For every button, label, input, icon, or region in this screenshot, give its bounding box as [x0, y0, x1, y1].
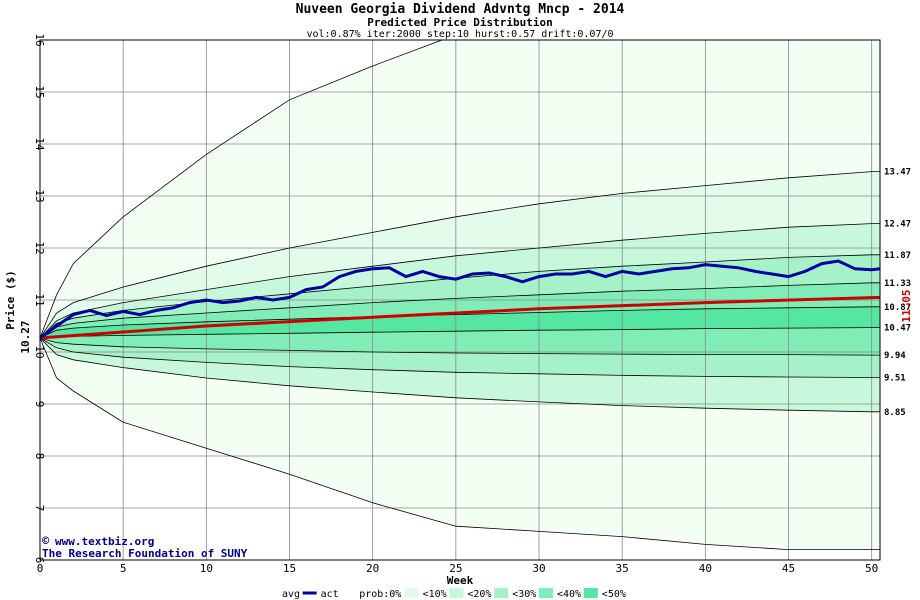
y-tick-label: 13	[33, 189, 46, 202]
legend-label: <30%	[512, 589, 536, 600]
right-band-label: 13.47	[884, 168, 911, 178]
y-tick-label: 12	[33, 241, 46, 254]
legend-swatch	[539, 588, 553, 598]
x-tick-label: 25	[449, 562, 462, 575]
credit-site: www.textbiz.org	[55, 535, 154, 548]
band-p20_upper	[40, 223, 880, 338]
right-band-label: 8.85	[884, 408, 906, 418]
y-tick-label: 14	[33, 137, 46, 151]
band-p20_lower	[40, 338, 880, 550]
legend-label: act	[321, 589, 339, 600]
right-band-label: 10.47	[884, 324, 911, 334]
y-tick-label: 11	[33, 293, 46, 306]
y-tick-label: 15	[33, 85, 46, 98]
x-tick-label: 0	[37, 562, 44, 575]
y-tick-label: 10	[33, 345, 46, 358]
bound-line-p40_lower	[40, 337, 880, 356]
credits: © www.textbiz.org The Research Foundatio…	[42, 534, 248, 560]
legend-swatch	[494, 588, 509, 598]
band-p40_upper	[40, 282, 880, 338]
y-tick-label: 6	[33, 557, 46, 564]
x-tick-labels: 0 5 10 15 20 25 30 35 40 45 50	[37, 562, 879, 575]
right-band-label: 9.94	[884, 351, 906, 361]
right-band-label: 12.47	[884, 220, 911, 230]
right-band-labels: 13.47 12.47 11.87 11.33 10.87 10.47 9.94 9.51 8.…	[884, 168, 911, 418]
band-p50_upper	[40, 306, 880, 338]
x-tick-label: 5	[120, 562, 127, 575]
y-tick-label: 8	[33, 453, 46, 460]
credit-org: The Research Foundation of SUNY	[42, 547, 248, 560]
legend-label: prob:0%	[359, 589, 401, 600]
x-tick-label: 20	[366, 562, 379, 575]
bound-line-p40_upper	[40, 282, 880, 339]
legend-label: <50%	[602, 589, 626, 600]
right-band-label: 11.33	[884, 279, 911, 289]
y-tick-label: 9	[33, 401, 46, 408]
legend-swatch	[404, 588, 419, 598]
bound-line-upper_outer	[40, 40, 444, 339]
legend-label: <10%	[423, 589, 447, 600]
band-p40_lower	[40, 338, 880, 378]
bound-line-lower_outer	[40, 337, 880, 550]
band-p30_upper	[40, 254, 880, 338]
bound-line-p20_lower	[40, 337, 880, 413]
x-tick-label: 15	[283, 562, 296, 575]
bound-line-p30_upper	[40, 254, 880, 339]
x-axis-label: Week	[447, 574, 474, 587]
x-tick-label: 30	[532, 562, 545, 575]
band-p10_upper	[40, 171, 880, 338]
y-axis-label: Price ($)	[4, 270, 17, 330]
right-band-label: 11.87	[884, 251, 911, 261]
legend-label: avg	[282, 589, 300, 600]
act-line	[39, 259, 881, 340]
avg-line	[39, 295, 881, 340]
chart-subtitle: Predicted Price Distribution	[367, 16, 552, 29]
chart-title: Nuveen Georgia Dividend Advntg Mncp - 20…	[296, 2, 625, 17]
y-tick-label: 16	[33, 33, 46, 46]
legend-swatch	[583, 588, 598, 598]
right-band-label: 9.51	[884, 373, 906, 383]
bound-line-p30_lower	[40, 337, 880, 378]
bound-line-p10_upper	[40, 171, 880, 339]
chart-params: vol:0.87% iter:2000 step:10 hurst:0.57 d…	[306, 29, 613, 40]
legend-swatch	[449, 588, 464, 598]
x-tick-label: 10	[200, 562, 213, 575]
band-boundary-lines	[40, 40, 880, 550]
band-upper_outer	[40, 40, 880, 338]
x-tick-label: 50	[865, 562, 878, 575]
series-lines	[39, 259, 881, 340]
y-tick-label: 7	[33, 505, 46, 512]
band-p50_lower	[40, 327, 880, 356]
legend-swatch	[341, 588, 356, 598]
x-tick-label: 35	[616, 562, 629, 575]
right-band-label: 10.87	[884, 303, 911, 313]
y-tick-labels: 6 7 8 9 10 11 12 13 14 15 16	[33, 33, 46, 563]
legend-label: <20%	[467, 589, 491, 600]
copyright-icon: ©	[42, 534, 50, 548]
x-tick-label: 40	[699, 562, 712, 575]
probability-bands	[40, 40, 880, 550]
start-price-label: 10.27	[19, 320, 32, 353]
legend-label: <40%	[557, 589, 581, 600]
band-p30_lower	[40, 338, 880, 412]
legend: avg act prob:0% <10% <20% <30% <40% <50%	[282, 588, 626, 600]
end-price-label: 11.05	[900, 289, 913, 322]
x-tick-label: 45	[782, 562, 795, 575]
plot-frame	[39, 39, 881, 561]
